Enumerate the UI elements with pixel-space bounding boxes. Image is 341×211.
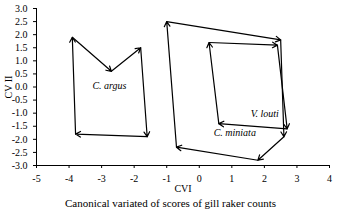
svg-text:C. miniata: C. miniata [214, 127, 256, 138]
svg-text:1: 1 [229, 173, 234, 184]
svg-text:CV II: CV II [3, 76, 14, 99]
svg-text:-1.5: -1.5 [12, 120, 28, 131]
svg-text:2.0: 2.0 [15, 29, 28, 40]
svg-text:1.5: 1.5 [15, 42, 28, 53]
html-text:Canonical variated of scores o: Canonical variated of scores of gill rak… [65, 197, 276, 209]
svg-text:0: 0 [197, 173, 202, 184]
svg-text:3: 3 [294, 173, 299, 184]
svg-text:-2: -2 [130, 173, 138, 184]
svg-text:-5: -5 [32, 173, 40, 184]
svg-text:-1.0: -1.0 [12, 107, 28, 118]
svg-text:-2.5: -2.5 [12, 147, 28, 158]
svg-text:3.0: 3.0 [15, 3, 28, 14]
svg-text:2.5: 2.5 [15, 16, 28, 27]
svg-text:2: 2 [262, 173, 267, 184]
svg-text:CVI: CVI [174, 183, 191, 194]
svg-text:0.0: 0.0 [15, 81, 28, 92]
svg-text:-3.0: -3.0 [12, 160, 28, 171]
svg-text:-2.0: -2.0 [12, 134, 28, 145]
svg-text:0.5: 0.5 [15, 68, 28, 79]
svg-text:4: 4 [327, 173, 332, 184]
svg-text:-4: -4 [65, 173, 73, 184]
svg-text:V. louti: V. louti [251, 107, 279, 118]
svg-text:1.0: 1.0 [15, 55, 28, 66]
svg-text:-0.5: -0.5 [12, 94, 28, 105]
svg-text:-1: -1 [163, 173, 171, 184]
svg-text:C. argus: C. argus [92, 80, 126, 91]
svg-text:-3: -3 [97, 173, 105, 184]
